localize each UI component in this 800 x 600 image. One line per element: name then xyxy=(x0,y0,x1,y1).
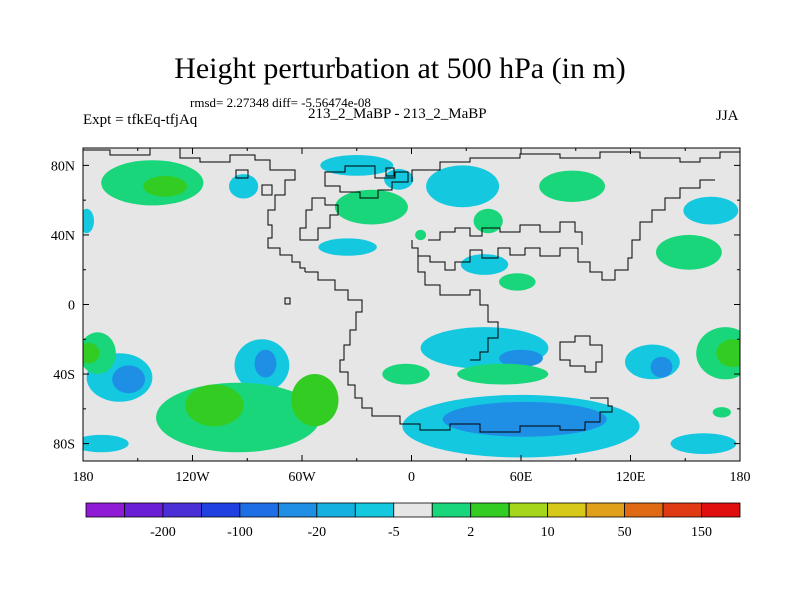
colorbar: -200 -100 -20 -5 2 10 50 150 xyxy=(85,502,741,540)
coastlines xyxy=(83,148,740,433)
contour-region xyxy=(318,238,377,256)
contour-region xyxy=(320,155,394,176)
contour-region xyxy=(473,208,503,234)
x-tick-label: 120W xyxy=(175,470,210,485)
colorbar-box xyxy=(547,502,587,518)
contour-region xyxy=(185,384,244,427)
colorbar-box xyxy=(393,502,433,518)
map-axes: 180 120W 60W 0 60E 120E 180 80N 40N 0 40S 80S xyxy=(51,148,751,485)
colorbar-box xyxy=(239,502,279,518)
coastline-greenland-small xyxy=(284,297,291,305)
colorbar-box xyxy=(508,502,549,518)
y-tick-label: 80N xyxy=(51,159,75,174)
contour-region xyxy=(457,363,549,385)
colorbar-label: -20 xyxy=(307,525,326,540)
coastline-mediterranean xyxy=(428,221,583,245)
y-tick-label: 0 xyxy=(68,299,75,314)
colorbar-box xyxy=(354,502,395,518)
contour-region xyxy=(83,342,100,364)
contour-region xyxy=(650,356,673,378)
x-tick-label: 120E xyxy=(616,470,646,485)
colorbar-box xyxy=(201,502,241,518)
colorbar-box xyxy=(124,502,164,518)
contour-region xyxy=(712,407,731,418)
colorbar-box xyxy=(85,502,125,518)
x-tick-label: 60W xyxy=(288,470,316,485)
season-label: JJA xyxy=(716,108,739,124)
coastline-island-3 xyxy=(385,167,395,177)
coastline-island-2 xyxy=(261,184,273,196)
contour-region xyxy=(499,273,536,291)
coastline-hudson xyxy=(299,197,339,241)
contour-region xyxy=(539,170,605,202)
colorbar-box xyxy=(701,502,741,518)
contour-region xyxy=(291,374,339,427)
contour-region xyxy=(460,254,509,275)
colorbar-label: 50 xyxy=(618,525,632,540)
contour-region xyxy=(112,365,145,394)
contour-region xyxy=(499,349,543,368)
contour-regions xyxy=(83,155,740,458)
contour-region xyxy=(442,401,607,437)
y-tick-label: 40S xyxy=(53,368,75,383)
coastline-europe-asia-south xyxy=(411,179,715,281)
y-tick-label: 40N xyxy=(51,229,75,244)
coastline-greenland xyxy=(324,165,409,199)
colorbar-box xyxy=(162,502,202,518)
contour-region xyxy=(415,229,427,241)
plot-title: Height perturbation at 500 hPa (in m) xyxy=(174,52,626,85)
contour-region xyxy=(426,165,500,208)
contour-region xyxy=(229,174,259,199)
coastline-africa xyxy=(417,256,499,361)
contour-region xyxy=(670,433,737,454)
contour-region xyxy=(254,349,277,378)
contour-region xyxy=(83,208,94,234)
x-tick-label: 180 xyxy=(730,470,751,485)
contour-region xyxy=(656,234,722,270)
experiment-label: Expt = tfkEq-tfjAq xyxy=(83,112,198,128)
colorbar-box xyxy=(431,502,472,518)
colorbar-label: -5 xyxy=(388,525,400,540)
colorbar-label: 2 xyxy=(467,525,474,540)
x-tick-label: 60E xyxy=(510,470,533,485)
coastline-antarctica xyxy=(385,397,613,433)
coastline-north-america xyxy=(83,148,306,272)
colorbar-label: -100 xyxy=(227,525,253,540)
colorbar-label: -200 xyxy=(150,525,176,540)
colorbar-box xyxy=(316,502,356,518)
coastline-south-america xyxy=(305,271,385,417)
case-label: 213_2_MaBP - 213_2_MaBP xyxy=(308,106,487,122)
colorbar-box xyxy=(585,502,625,518)
coastline-eurasia xyxy=(411,151,740,182)
contour-region xyxy=(384,168,414,190)
contour-region xyxy=(683,196,739,225)
colorbar-label: 150 xyxy=(691,525,712,540)
colorbar-box xyxy=(470,502,510,518)
colorbar-label: 10 xyxy=(541,525,555,540)
contour-region xyxy=(143,175,188,197)
contour-region xyxy=(334,189,408,225)
x-tick-label: 0 xyxy=(408,470,415,485)
y-tick-label: 80S xyxy=(53,438,75,453)
x-tick-label: 180 xyxy=(73,470,94,485)
contour-region xyxy=(382,363,430,385)
coastline-island-1 xyxy=(235,169,249,179)
contour-region xyxy=(83,434,129,453)
colorbar-box xyxy=(624,502,664,518)
stats-text: rmsd= 2.27348 diff= -5.56474e-08 xyxy=(190,95,371,110)
colorbar-box xyxy=(277,502,318,518)
contour-region xyxy=(83,332,116,375)
coastline-australia xyxy=(559,335,603,373)
contour-region xyxy=(716,339,740,368)
colorbar-box xyxy=(662,502,702,518)
